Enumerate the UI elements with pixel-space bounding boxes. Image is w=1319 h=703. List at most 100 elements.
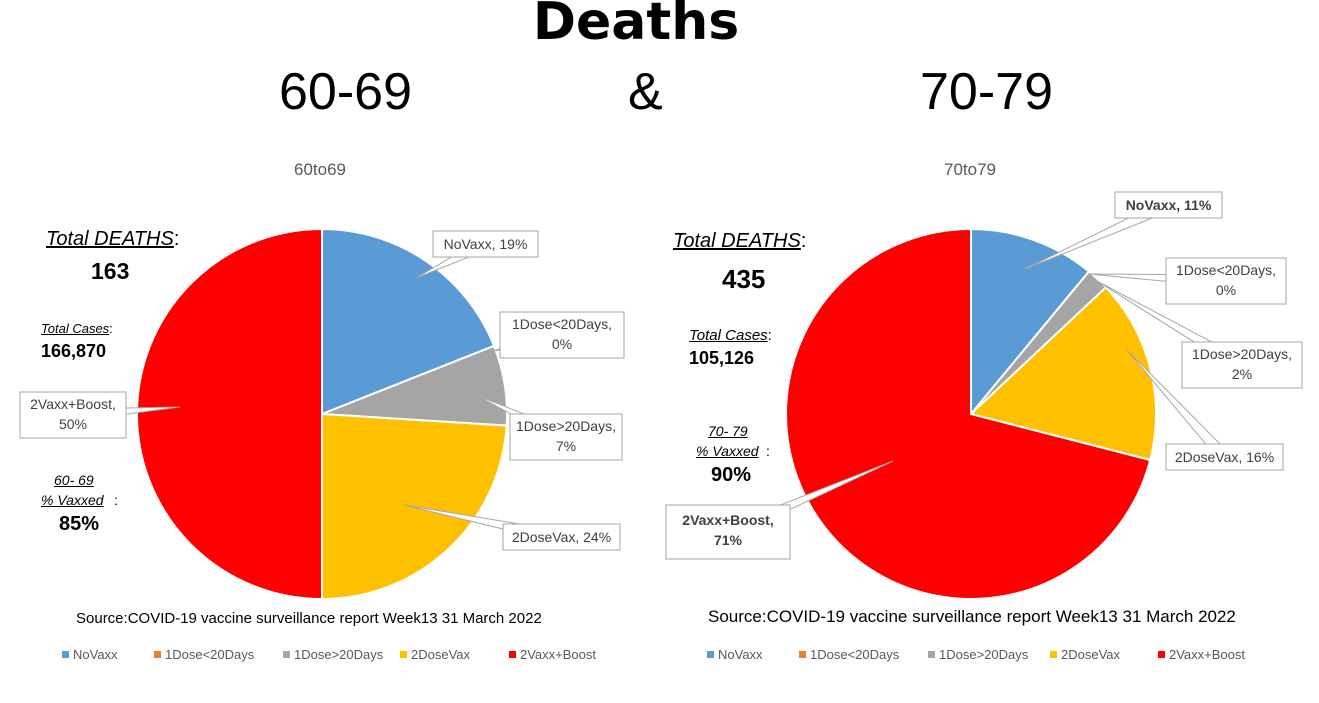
legend-label: 1Dose>20Days [294,647,384,662]
left-deaths-colon: : [173,228,180,250]
left-cases-colon: : [109,321,113,336]
age-group-right-label: 70-79 [920,63,1053,121]
data-label-1Dose>20Days: 1Dose>20Days, 7% [475,394,623,461]
callout-text: 2DoseVax, 16% [1175,449,1274,465]
left-source-note: Source:COVID-19 vaccine surveillance rep… [76,610,542,627]
callout-text: 7% [556,438,576,454]
legend-item-NoVaxx: NoVaxx [62,647,118,662]
callout-text: 1Dose>20Days, [1192,346,1292,362]
right-deaths-colon: : [800,230,807,252]
legend-item-1Dose>20Days: 1Dose>20Days [283,647,384,662]
legend-label: 1Dose<20Days [165,647,255,662]
left-vaxxed-value: 85% [59,513,100,535]
pie-slice-2Vaxx+Boost [785,227,1152,600]
left-vaxxed-colon: : [114,492,118,508]
legend-item-2DoseVax: 2DoseVax [400,647,471,662]
right-vaxxed-value: 90% [711,464,752,486]
legend-swatch [707,651,714,658]
callout-box [1114,191,1223,219]
callout-box [19,391,127,439]
left-vaxxed-heading-1: 60- 69 [54,472,94,488]
callout-text: 2Vaxx+Boost, [682,512,773,528]
callout-text: 1Dose<20Days, [1176,262,1276,278]
callout-box [502,523,621,551]
data-label-NoVaxx: NoVaxx, 19% [415,230,539,279]
callout-text: 1Dose<20Days, [512,316,612,332]
callout-text: 50% [59,416,87,432]
left-deaths-heading-text: Total DEATHS [46,228,174,250]
data-label-1Dose>20Days: 1Dose>20Days, 2% [1096,280,1303,389]
legend-item-1Dose>20Days: 1Dose>20Days [928,647,1029,662]
legend-label: NoVaxx [718,647,763,662]
left-deaths-value: 163 [91,258,130,284]
age-group-left-label: 60-69 [279,63,412,121]
right-cases-value: 105,126 [689,348,755,368]
data-label-1Dose<20Days: 1Dose<20Days, 0% [492,311,625,359]
pie-slice-2Vaxx+Boost [136,227,323,601]
legend-label: 2Vaxx+Boost [520,647,596,662]
chart-title-right: 70to79 [944,160,996,179]
legend-item-NoVaxx: NoVaxx [707,647,763,662]
data-label-2Vaxx+Boost: 2Vaxx+Boost, 71% [665,460,894,560]
callout-box [432,230,539,258]
data-label-2DoseVax: 2DoseVax, 24% [403,504,621,551]
left-vaxxed-heading-2: % Vaxxed [41,492,104,508]
callout-box [1165,443,1284,471]
callout-text: 2% [1232,366,1252,382]
legend-item-1Dose<20Days: 1Dose<20Days [799,647,900,662]
callout-text: NoVaxx, 11% [1126,197,1212,213]
right-deaths-value: 435 [722,264,766,294]
legend-swatch [1158,651,1165,658]
left-cases-heading: Total Cases: [41,320,113,338]
data-label-NoVaxx: NoVaxx, 11% [1024,191,1223,270]
legend-label: 1Dose<20Days [810,647,900,662]
legend-swatch [928,651,935,658]
right-vaxxed-heading-1: 70- 79 [708,423,748,439]
pie-slice-NoVaxx [321,227,496,416]
callout-box [1165,257,1287,305]
legend-swatch [283,651,290,658]
right-cases-heading: Total Cases: [689,327,772,345]
pie-slice-NoVaxx [970,227,1091,417]
legend-item-2Vaxx+Boost: 2Vaxx+Boost [1158,647,1245,662]
legend-swatch [154,651,161,658]
pie-slice-2DoseVax [968,285,1157,462]
callout-text: NoVaxx, 19% [444,236,528,252]
right-cases-colon: : [767,327,772,344]
callout-text: 0% [552,336,572,352]
legend-label: 2DoseVax [1061,647,1121,662]
left-cases-value: 166,870 [41,341,107,361]
page-title: Deaths [532,0,740,52]
legend-label: 2Vaxx+Boost [1169,647,1245,662]
right-vaxxed-heading-2: % Vaxxed [696,443,759,459]
right-source-note: Source:COVID-19 vaccine surveillance rep… [708,607,1236,626]
legend-label: NoVaxx [73,647,118,662]
legend-item-1Dose<20Days: 1Dose<20Days [154,647,255,662]
right-vaxxed-colon: : [766,443,770,459]
legend-item-2Vaxx+Boost: 2Vaxx+Boost [509,647,596,662]
legend-label: 1Dose>20Days [939,647,1029,662]
data-label-2DoseVax: 2DoseVax, 16% [1126,349,1284,471]
ampersand-label: & [628,63,663,121]
pie-chart-70to79: NoVaxx, 11% 1Dose<20Days, 0% 1Dose>20Days, 2… [665,191,1303,662]
callout-box [665,504,791,560]
legend-swatch [1050,651,1057,658]
data-label-1Dose<20Days: 1Dose<20Days, 0% [1088,257,1287,305]
right-deaths-heading-text: Total DEATHS [673,230,801,252]
chart-title-left: 60to69 [294,160,346,179]
right-deaths-heading: Total DEATHS: [673,230,806,253]
legend-swatch [509,651,516,658]
left-cases-heading-text: Total Cases [41,321,110,336]
callout-text: 2DoseVax, 24% [512,529,611,545]
callout-box [499,311,625,359]
callout-text: 71% [714,532,743,548]
pie-chart-60to69: NoVaxx, 19% 1Dose<20Days, 0% 1Dose>20Days, 7… [19,227,625,662]
callout-text: 2Vaxx+Boost, [30,396,116,412]
legend-swatch [799,651,806,658]
callout-text: 0% [1216,282,1236,298]
callout-box [509,413,623,461]
data-label-2Vaxx+Boost: 2Vaxx+Boost, 50% [19,391,181,439]
callout-text: 1Dose>20Days, [516,418,616,434]
legend-swatch [400,651,407,658]
